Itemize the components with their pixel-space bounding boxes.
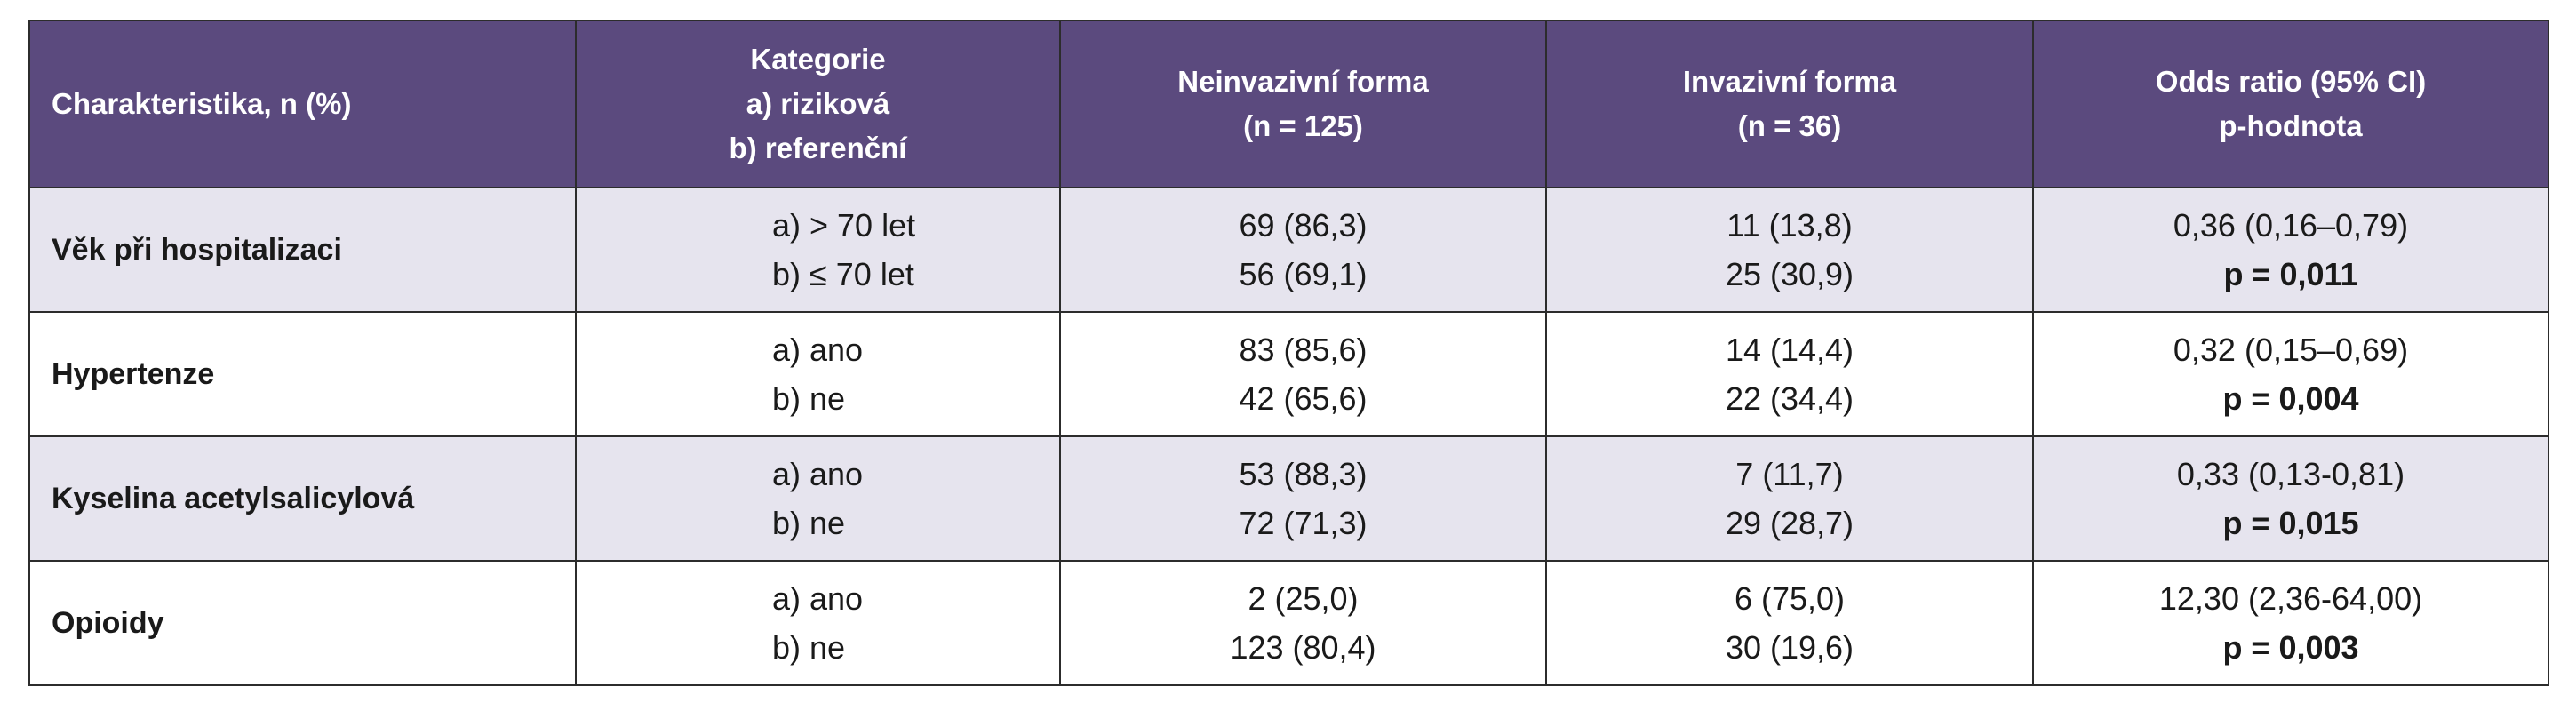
header-category-line: a) riziková xyxy=(746,87,890,120)
noninvasive-cell: 69 (86,3) 56 (69,1) xyxy=(1059,187,1547,313)
category-a: a) > 70 let xyxy=(772,207,916,244)
table-row: Věk při hospitalizaci a) > 70 let b) ≤ 7… xyxy=(28,187,2549,313)
category-b: b) ne xyxy=(772,505,846,541)
header-invasive-line: Invazivní forma xyxy=(1682,65,1897,98)
noninvasive-b: 72 (71,3) xyxy=(1239,505,1368,541)
category-cell: a) ano b) ne xyxy=(575,560,1061,686)
p-value: p = 0,011 xyxy=(2223,256,2358,292)
invasive-a: 14 (14,4) xyxy=(1725,332,1854,368)
header-category-line: b) referenční xyxy=(729,132,907,164)
table-body: Věk při hospitalizaci a) > 70 let b) ≤ 7… xyxy=(28,187,2549,686)
table-row: Opioidy a) ano b) ne 2 (25,0) 123 (80,4)… xyxy=(28,560,2549,686)
odds-ratio-value: 0,32 (0,15–0,69) xyxy=(2173,332,2409,368)
category-cell: a) ano b) ne xyxy=(575,311,1061,437)
odds-cell: 0,33 (0,13-0,81) p = 0,015 xyxy=(2032,435,2549,562)
row-label: Hypertenze xyxy=(28,311,577,437)
category-a: a) ano xyxy=(772,580,864,617)
invasive-a: 7 (11,7) xyxy=(1735,456,1844,492)
header-category-line: Kategorie xyxy=(750,43,886,76)
results-table: Charakteristika, n (%) Kategorie a) rizi… xyxy=(28,20,2549,686)
noninvasive-cell: 53 (88,3) 72 (71,3) xyxy=(1059,435,1547,562)
invasive-cell: 11 (13,8) 25 (30,9) xyxy=(1545,187,2034,313)
noninvasive-a: 83 (85,6) xyxy=(1239,332,1368,368)
table-row: Hypertenze a) ano b) ne 83 (85,6) 42 (65… xyxy=(28,311,2549,437)
header-odds-ratio: Odds ratio (95% CI) p-hodnota xyxy=(2032,20,2549,188)
odds-cell: 0,36 (0,16–0,79) p = 0,011 xyxy=(2032,187,2549,313)
header-noninvasive-line: Neinvazivní forma xyxy=(1177,65,1429,98)
odds-cell: 12,30 (2,36-64,00) p = 0,003 xyxy=(2032,560,2549,686)
table-header: Charakteristika, n (%) Kategorie a) rizi… xyxy=(28,20,2549,188)
noninvasive-b: 123 (80,4) xyxy=(1230,629,1376,666)
noninvasive-b: 42 (65,6) xyxy=(1239,380,1368,417)
header-noninvasive-line: (n = 125) xyxy=(1243,109,1363,142)
noninvasive-b: 56 (69,1) xyxy=(1239,256,1368,292)
invasive-b: 30 (19,6) xyxy=(1725,629,1854,666)
noninvasive-a: 69 (86,3) xyxy=(1239,207,1368,244)
header-odds-line: p-hodnota xyxy=(2219,109,2363,142)
table-row: Kyselina acetylsalicylová a) ano b) ne 5… xyxy=(28,435,2549,562)
header-category: Kategorie a) riziková b) referenční xyxy=(575,20,1061,188)
odds-ratio-value: 0,36 (0,16–0,79) xyxy=(2173,207,2409,244)
row-label: Věk při hospitalizaci xyxy=(28,187,577,313)
header-odds-line: Odds ratio (95% CI) xyxy=(2155,65,2427,98)
header-invasive: Invazivní forma (n = 36) xyxy=(1545,20,2034,188)
p-value: p = 0,004 xyxy=(2222,380,2359,417)
noninvasive-cell: 2 (25,0) 123 (80,4) xyxy=(1059,560,1547,686)
header-noninvasive: Neinvazivní forma (n = 125) xyxy=(1059,20,1547,188)
invasive-cell: 14 (14,4) 22 (34,4) xyxy=(1545,311,2034,437)
category-a: a) ano xyxy=(772,332,864,368)
odds-cell: 0,32 (0,15–0,69) p = 0,004 xyxy=(2032,311,2549,437)
invasive-a: 11 (13,8) xyxy=(1727,207,1853,244)
header-characteristic: Charakteristika, n (%) xyxy=(28,20,577,188)
invasive-cell: 6 (75,0) 30 (19,6) xyxy=(1545,560,2034,686)
invasive-b: 25 (30,9) xyxy=(1725,256,1854,292)
row-label: Opioidy xyxy=(28,560,577,686)
category-b: b) ne xyxy=(772,629,846,666)
p-value: p = 0,003 xyxy=(2222,629,2359,666)
invasive-a: 6 (75,0) xyxy=(1734,580,1846,617)
noninvasive-a: 2 (25,0) xyxy=(1248,580,1359,617)
data-table-wrapper: Charakteristika, n (%) Kategorie a) rizi… xyxy=(28,20,2549,686)
odds-ratio-value: 12,30 (2,36-64,00) xyxy=(2158,580,2423,617)
category-cell: a) > 70 let b) ≤ 70 let xyxy=(575,187,1061,313)
header-row: Charakteristika, n (%) Kategorie a) rizi… xyxy=(28,20,2549,188)
odds-ratio-value: 0,33 (0,13-0,81) xyxy=(2176,456,2405,492)
row-label: Kyselina acetylsalicylová xyxy=(28,435,577,562)
invasive-cell: 7 (11,7) 29 (28,7) xyxy=(1545,435,2034,562)
category-a: a) ano xyxy=(772,456,864,492)
noninvasive-cell: 83 (85,6) 42 (65,6) xyxy=(1059,311,1547,437)
category-b: b) ≤ 70 let xyxy=(772,256,914,292)
invasive-b: 29 (28,7) xyxy=(1725,505,1854,541)
p-value: p = 0,015 xyxy=(2222,505,2359,541)
category-cell: a) ano b) ne xyxy=(575,435,1061,562)
category-b: b) ne xyxy=(772,380,846,417)
header-invasive-line: (n = 36) xyxy=(1737,109,1842,142)
invasive-b: 22 (34,4) xyxy=(1725,380,1854,417)
noninvasive-a: 53 (88,3) xyxy=(1239,456,1368,492)
